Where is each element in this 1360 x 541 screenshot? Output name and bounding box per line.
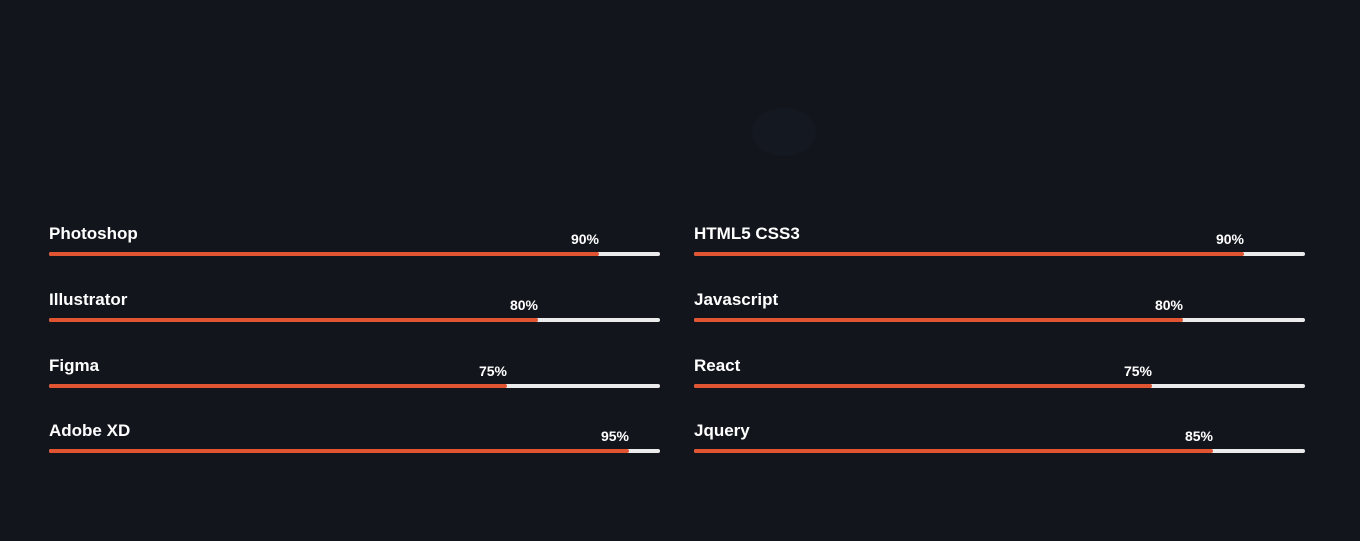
skill-name: Photoshop	[49, 224, 138, 243]
skill-percent-label: 80%	[509, 297, 538, 313]
progress-fill	[49, 252, 599, 256]
progress-track	[694, 252, 1305, 256]
skill-percent-label: 75%	[1123, 363, 1152, 379]
progress-track	[49, 252, 660, 256]
progress-track	[694, 449, 1305, 453]
skill-name: Adobe XD	[49, 421, 131, 440]
skill-name: Illustrator	[49, 290, 128, 309]
skill-percent-label: 80%	[1154, 297, 1183, 313]
progress-fill	[694, 384, 1152, 388]
skill-adobe-xd: Adobe XD 95%	[49, 421, 660, 457]
faint-decoration	[752, 108, 816, 156]
skill-html5-css3: HTML5 CSS3 90%	[694, 224, 1305, 260]
skill-percent-label: 85%	[1184, 428, 1213, 444]
skill-name: Javascript	[694, 290, 779, 309]
skill-react: React 75%	[694, 356, 1305, 392]
skill-jquery: Jquery 85%	[694, 421, 1305, 457]
progress-track	[49, 449, 660, 453]
skill-percent-label: 90%	[570, 231, 599, 247]
skill-illustrator: Illustrator 80%	[49, 290, 660, 326]
skill-percent-label: 95%	[600, 428, 629, 444]
progress-fill	[49, 318, 538, 322]
progress-track	[694, 384, 1305, 388]
skill-percent-label: 75%	[478, 363, 507, 379]
skill-name: HTML5 CSS3	[694, 224, 800, 243]
progress-fill	[694, 449, 1213, 453]
skill-name: Jquery	[694, 421, 750, 440]
progress-fill	[694, 318, 1183, 322]
progress-fill	[49, 449, 629, 453]
progress-track	[49, 384, 660, 388]
progress-track	[694, 318, 1305, 322]
skill-figma: Figma 75%	[49, 356, 660, 392]
skill-photoshop: Photoshop 90%	[49, 224, 660, 260]
skill-javascript: Javascript 80%	[694, 290, 1305, 326]
progress-fill	[49, 384, 507, 388]
skill-name: Figma	[49, 356, 100, 375]
progress-fill	[694, 252, 1244, 256]
skill-name: React	[694, 356, 741, 375]
skill-percent-label: 90%	[1215, 231, 1244, 247]
progress-track	[49, 318, 660, 322]
